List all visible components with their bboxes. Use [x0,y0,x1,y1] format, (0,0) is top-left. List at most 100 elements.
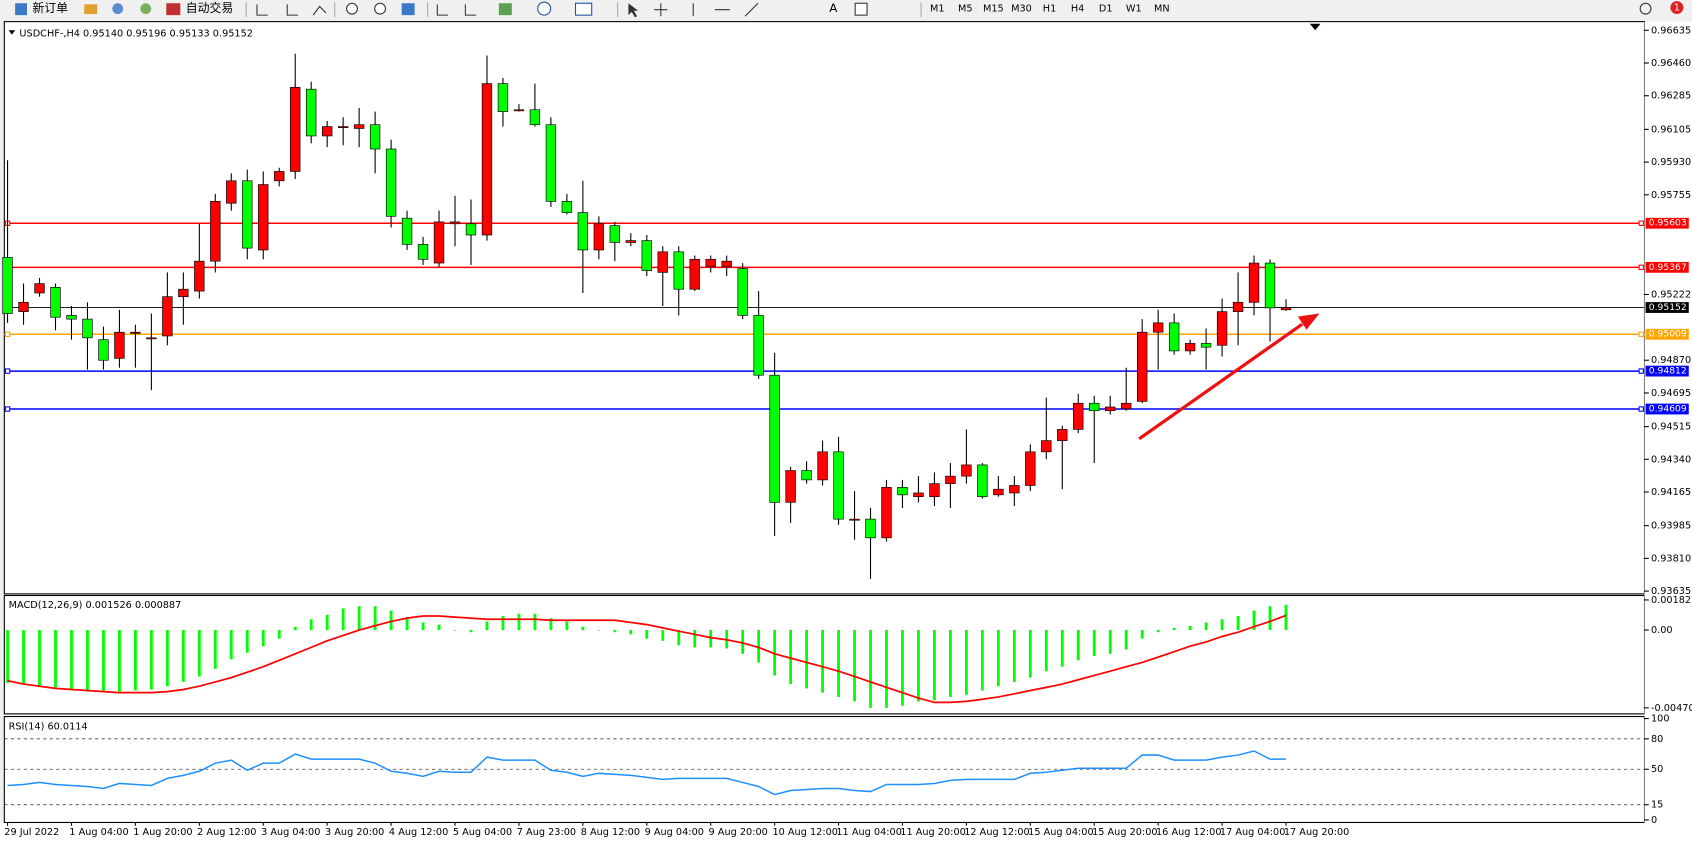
macd-bar [261,630,265,647]
candle-body [1073,402,1084,430]
macd-bar [629,630,633,635]
candle-body [673,251,684,290]
level-handle [1638,406,1644,412]
x-tick-label: 9 Aug 20:00 [709,827,768,838]
candle-body [194,260,205,292]
macd-bar [597,630,601,631]
timeframe-button[interactable]: H1 [1043,4,1056,15]
candle-body [66,315,77,320]
macd-bar [325,614,329,631]
candle-body [369,124,381,150]
x-tick-label: 8 Aug 12:00 [581,827,640,838]
macd-bar [181,630,185,682]
macd-bar [1124,630,1128,650]
icon[interactable] [112,3,124,15]
icon[interactable] [498,3,512,16]
icon[interactable] [401,3,415,16]
icon[interactable] [537,1,552,16]
macd-bar [885,630,888,708]
cursor[interactable] [628,3,639,18]
macd-bar [901,630,904,706]
icon[interactable] [84,4,98,15]
candle-body [481,83,493,236]
icon[interactable] [140,3,152,15]
timeframe-button[interactable]: M30 [1011,4,1032,15]
x-tick-label: 7 Aug 23:00 [517,827,576,838]
candle-body [114,331,125,359]
x-tick-label: 3 Aug 04:00 [261,827,320,838]
x-tick-label: 1 Aug 20:00 [133,827,192,838]
timeframe-button[interactable]: D1 [1099,4,1113,15]
icon[interactable] [256,4,327,16]
candle-body [993,488,1004,496]
plot: 0.96635 0.96460 0.96285 0.96105 0.95930 0.957… [2,25,1692,838]
candle-body [753,315,764,376]
x-tick-label: 15 Aug 04:00 [1028,827,1094,838]
macd-bar [996,630,1000,687]
icon[interactable]: A [829,1,838,15]
timeframe-button[interactable]: M15 [983,4,1004,15]
macd-bar [1092,630,1096,656]
macd-bar [293,626,297,631]
y-tick-label: 0.94340 [1651,454,1691,465]
toolbar-bg [0,0,1692,20]
level-label: 0.95009 [1649,329,1687,340]
macd-bar [133,630,137,691]
x-tick-label: 4 Aug 12:00 [389,827,448,838]
y-tick-label: 15 [1651,800,1663,811]
candle-body [513,109,525,112]
search[interactable] [1639,2,1652,15]
candle-body [162,296,173,337]
icon[interactable] [166,3,181,16]
x-tick-label: 17 Aug 04:00 [1220,827,1286,838]
icon[interactable] [436,4,477,16]
icon[interactable] [654,2,759,17]
macd-bar [517,613,521,631]
macd-bar [1076,630,1080,661]
candle-body [1057,429,1068,441]
new-order[interactable]: 新订单 [32,1,68,15]
candle-body [242,180,253,249]
y-tick-label: 0.96460 [1651,58,1691,69]
candle-body [769,374,780,503]
macd-bar [437,624,441,631]
macd-bar [197,630,201,677]
notification-badge[interactable] [1670,1,1684,15]
y-tick-label: 0.96285 [1651,91,1691,102]
x-tick-label: 3 Aug 20:00 [325,827,384,838]
timeframe-button[interactable]: W1 [1126,4,1142,15]
macd-bar [949,630,952,697]
zoom-in[interactable] [346,2,358,15]
zoom-out[interactable] [374,2,387,15]
candle-body [801,470,812,481]
level-handle [4,331,11,337]
y-tick-label: 0 [1651,815,1657,826]
candle-body [497,83,509,112]
notification-count[interactable]: 1 [1674,3,1680,14]
candle-body [34,283,45,294]
macd-bar [805,630,808,689]
icon[interactable] [574,2,593,16]
candle-body [625,240,636,243]
candle-body [130,331,141,334]
candle-body [817,451,828,481]
candle-body [50,287,61,318]
level-handle [1638,264,1644,271]
macd-bar [389,610,393,631]
candle-body [385,148,397,217]
macd-bar [1172,627,1176,631]
timeframe-button[interactable]: M5 [958,4,973,15]
timeframe-button[interactable]: MN [1154,4,1170,15]
icon[interactable] [854,2,868,16]
auto-trading[interactable]: 自动交易 [186,1,233,15]
candle-body [721,260,732,268]
macd-bar [1252,610,1256,631]
candle-body [449,221,461,225]
macd-bar [773,630,777,676]
timeframe-button[interactable]: M1 [930,4,945,15]
x-tick-label: 11 Aug 20:00 [900,827,966,838]
candle-body [929,483,940,498]
macd-bar [869,630,872,708]
timeframe-button[interactable]: H4 [1071,4,1084,15]
macd-bar [341,608,345,631]
